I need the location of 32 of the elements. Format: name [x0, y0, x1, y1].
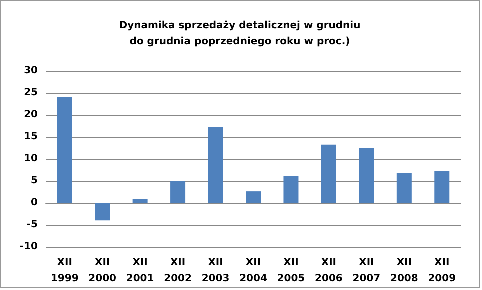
bar [396, 174, 412, 203]
x-tick-label: XII 2001 [126, 258, 154, 284]
bar [284, 176, 299, 203]
bar [57, 97, 72, 203]
x-tick-label: XII 2002 [164, 258, 192, 284]
y-tick-label: 25 [24, 88, 38, 98]
bar [359, 148, 374, 203]
bar [170, 181, 186, 203]
y-tick-label: -10 [20, 242, 38, 252]
bar [246, 192, 261, 203]
x-tick-label: XII 2009 [428, 258, 456, 284]
x-tick-label: XII 1999 [50, 258, 79, 284]
x-tick-label: XII 2005 [277, 258, 306, 284]
x-tick-label: XII 2008 [390, 258, 418, 284]
chart-title: Dynamika sprzedaży detalicznej w grudniu do grudnia poprzedniego roku w proc.) [119, 20, 361, 48]
bar [95, 203, 110, 221]
x-tick-label: XII 2007 [352, 258, 381, 284]
y-tick-label: 15 [24, 132, 38, 142]
x-tick-label: XII 2000 [88, 258, 117, 284]
y-tick-label: 5 [31, 176, 38, 186]
y-tick-label: 10 [24, 154, 38, 164]
bar [132, 199, 148, 203]
y-tick-label: 20 [24, 110, 38, 120]
bar [208, 127, 224, 203]
y-tick-label: 30 [24, 66, 38, 76]
y-tick-label: 0 [31, 198, 38, 208]
x-tick-label: XII 2006 [315, 258, 343, 284]
bar [321, 144, 336, 203]
x-tick-label: XII 2003 [202, 258, 230, 284]
bar [434, 171, 450, 203]
x-tick-label: XII 2004 [240, 258, 268, 284]
y-tick-label: -5 [26, 220, 38, 230]
